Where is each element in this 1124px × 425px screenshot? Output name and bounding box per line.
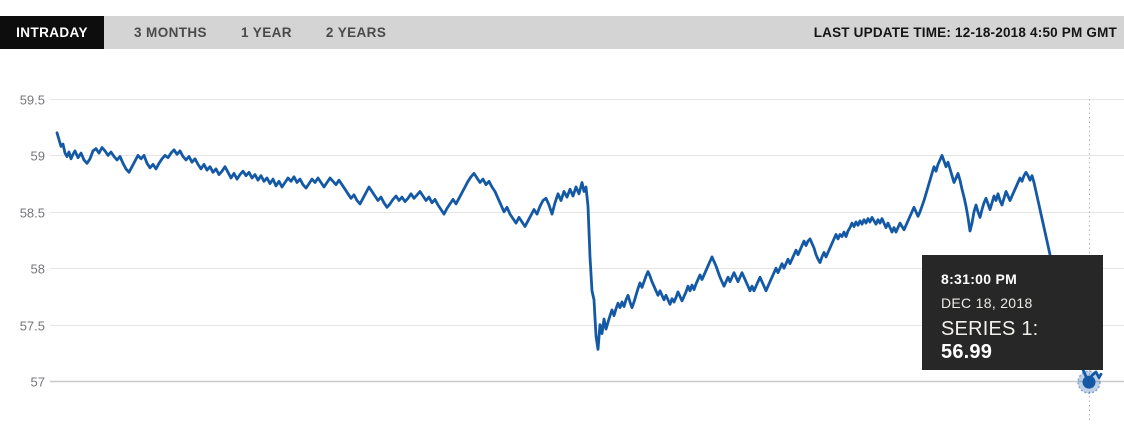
y-axis-tick-label: 59.5 <box>19 92 45 107</box>
chart-tooltip: 8:31:00 PM DEC 18, 2018 SERIES 1: 56.99 <box>922 255 1103 370</box>
tab-1-year[interactable]: 1 YEAR <box>240 25 292 40</box>
tooltip-time: 8:31:00 PM <box>941 271 1018 287</box>
y-axis-tick-label: 58 <box>30 261 45 276</box>
tooltip-value: 56.99 <box>941 341 993 363</box>
last-update-time: LAST UPDATE TIME: 12-18-2018 4:50 PM GMT <box>813 25 1117 40</box>
tooltip-series-value: SERIES 1: 56.99 <box>941 318 1091 364</box>
y-axis-tick-label: 57 <box>30 374 45 389</box>
y-axis-tick-label: 57.5 <box>19 318 45 333</box>
tooltip-date: DEC 18, 2018 <box>941 295 1033 311</box>
selected-point-marker[interactable] <box>1082 375 1096 389</box>
tab-3-months[interactable]: 3 MONTHS <box>134 25 207 40</box>
price-line-series-1 <box>55 131 1103 384</box>
y-axis-tick-label: 58.5 <box>19 205 45 220</box>
tab-2-years[interactable]: 2 YEARS <box>325 25 387 40</box>
y-axis-tick-label: 59 <box>30 148 45 163</box>
tab-intraday[interactable]: INTRADAY <box>0 16 104 49</box>
tooltip-series-label: SERIES 1: <box>941 318 1039 340</box>
period-tab-bar: INTRADAY 3 MONTHS 1 YEAR 2 YEARS LAST UP… <box>0 16 1124 49</box>
